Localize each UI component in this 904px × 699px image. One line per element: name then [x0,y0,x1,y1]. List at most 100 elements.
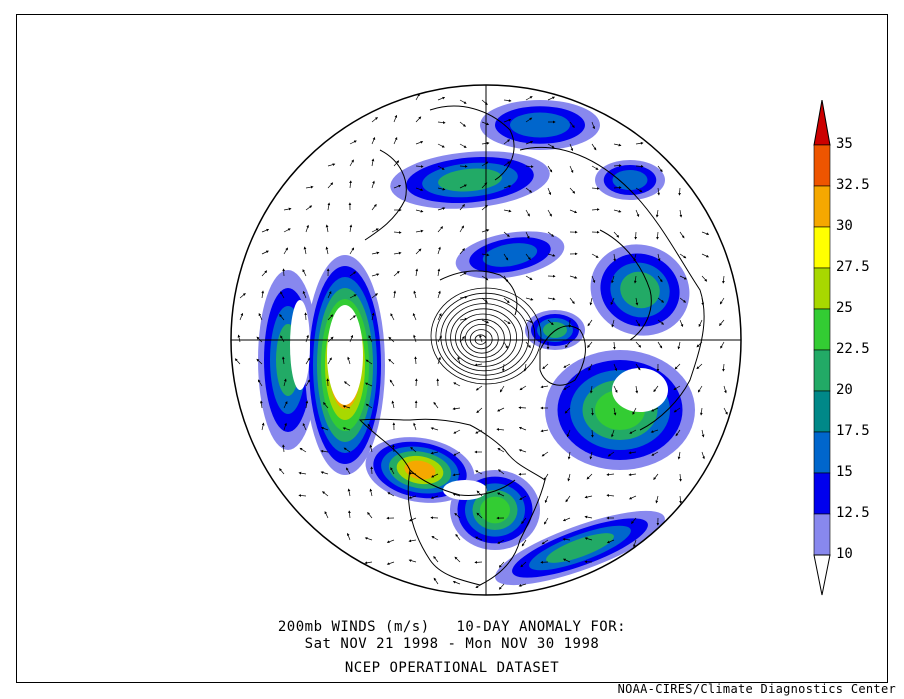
wind-arrow [481,253,490,257]
wind-arrow [371,293,378,299]
wind-arrow [503,99,512,103]
wind-arrow [393,136,398,145]
vortex-ring [469,329,493,350]
wind-arrow [635,164,644,168]
wind-arrow [320,426,329,431]
vortex-ring [450,308,518,367]
wind-arrow [393,251,402,255]
wind-arrow [591,121,595,130]
wind-arrow [320,471,329,475]
wind-arrow [452,473,461,477]
wind-arrow [349,271,357,277]
wind-arrow [413,422,417,431]
wind-arrow [453,451,461,456]
wind-arrow [610,297,615,306]
wind-arrow [591,165,599,170]
wind-arrow [261,228,270,233]
wind-arrow [607,451,615,457]
wind-arrow [498,561,505,568]
wind-arrow [283,207,292,211]
wind-arrow [591,407,594,416]
wind-arrow [520,561,527,568]
wind-arrow [369,444,373,453]
wind-arrow [324,511,329,519]
wind-arrow [413,334,417,343]
wind-arrow [587,341,593,348]
wind-arrow [408,517,417,522]
vortex-ring [455,313,511,363]
wind-arrow [452,493,461,497]
wind-arrow [454,512,461,519]
wind-arrow [497,469,505,475]
wind-arrow [547,187,552,196]
wind-arrow [413,290,417,299]
wind-arrow [655,495,659,504]
wind-arrow [719,319,725,326]
wind-arrow [679,319,684,328]
wind-arrow [349,294,357,299]
wind-arrow [283,401,288,409]
wind-arrow [611,275,615,284]
wind-arrow [677,451,681,460]
wind-arrow [364,537,373,541]
wind-arrow [305,205,313,211]
anomaly-gap [290,300,310,390]
wind-arrow [591,208,600,211]
wind-arrow [393,270,400,277]
wind-arrow [678,187,681,196]
wind-arrow [371,228,379,233]
wind-arrow [591,187,600,190]
wind-arrow [481,141,490,145]
wind-arrow [518,426,527,431]
wind-arrow [349,159,354,167]
wind-arrow [657,341,663,349]
wind-arrow [281,356,285,365]
wind-arrow [459,272,467,277]
wind-arrow [544,517,549,525]
wind-arrow [364,561,373,565]
wind-arrow [347,356,351,365]
wind-arrow [634,231,638,240]
wind-arrow [408,495,417,499]
anomaly-gap [443,480,487,500]
wind-arrow [343,447,351,453]
wind-arrow [563,385,571,390]
anomaly-contour [510,112,570,138]
wind-arrow [371,158,375,167]
wind-arrow [437,207,446,211]
wind-arrow [408,539,417,543]
wind-arrow [346,467,351,475]
wind-arrow [497,539,505,544]
wind-arrow [437,226,444,233]
wind-arrow [697,385,703,393]
wind-arrow [452,580,461,585]
wind-arrow [346,532,351,541]
wind-arrow [569,121,575,129]
wind-arrow [323,402,329,409]
wind-arrow [569,187,576,194]
wind-arrow [606,539,615,544]
wind-arrow [525,297,534,301]
wind-arrow [430,495,439,499]
wind-arrow [305,224,309,233]
wind-arrow [673,385,681,390]
wind-arrow [481,319,490,324]
wind-arrow [304,312,308,321]
wind-arrow [349,180,352,189]
wind-arrow [327,314,334,321]
wind-arrow [563,363,571,368]
wind-arrow [673,407,681,413]
wind-arrow [261,250,269,255]
wind-arrow [657,187,661,196]
wind-arrow [562,558,571,563]
wind-arrow [635,209,640,218]
wind-arrow [543,473,549,481]
wind-arrow [569,165,574,174]
wind-arrow [414,356,417,365]
wind-arrow [431,536,439,541]
wind-arrow [305,185,314,189]
colorbar-segment [813,144,831,187]
wind-arrow [387,492,395,497]
wind-arrow [525,275,533,280]
colorbar-tick-label: 20 [836,382,853,398]
